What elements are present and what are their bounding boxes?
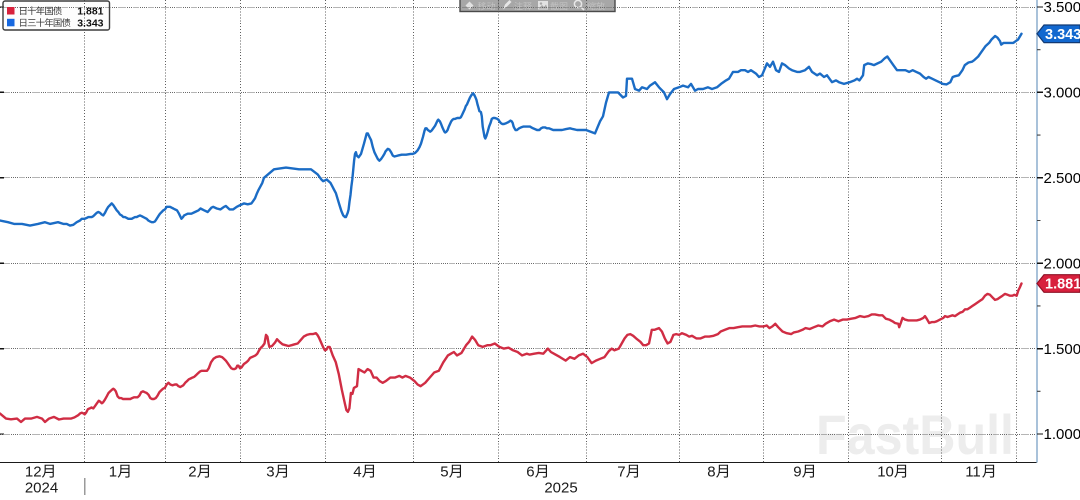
- svg-text:5: 5: [440, 464, 448, 481]
- svg-text:1.000: 1.000: [1044, 426, 1080, 443]
- svg-text:3.500: 3.500: [1044, 0, 1080, 16]
- svg-text:3: 3: [266, 464, 274, 481]
- svg-text:2.000: 2.000: [1044, 255, 1080, 272]
- svg-text:6: 6: [526, 464, 534, 481]
- svg-text:1: 1: [109, 464, 117, 481]
- svg-text:1.881: 1.881: [1045, 277, 1080, 293]
- svg-text:3.343: 3.343: [77, 17, 103, 29]
- svg-text:8: 8: [707, 464, 715, 481]
- svg-text:9: 9: [793, 464, 801, 481]
- svg-text:11: 11: [965, 464, 981, 481]
- svg-text:1.500: 1.500: [1044, 341, 1080, 358]
- svg-text:4: 4: [353, 464, 361, 481]
- svg-text:2.500: 2.500: [1044, 170, 1080, 187]
- svg-text:3.000: 3.000: [1044, 85, 1080, 102]
- svg-text:1.881: 1.881: [77, 6, 103, 18]
- svg-text:2: 2: [188, 464, 196, 481]
- svg-text:12: 12: [25, 464, 42, 481]
- svg-text:2025: 2025: [544, 480, 577, 496]
- svg-text:3.343: 3.343: [1045, 27, 1080, 43]
- svg-text:10: 10: [877, 464, 894, 481]
- svg-text:7: 7: [617, 464, 625, 481]
- svg-text:2024: 2024: [25, 480, 58, 496]
